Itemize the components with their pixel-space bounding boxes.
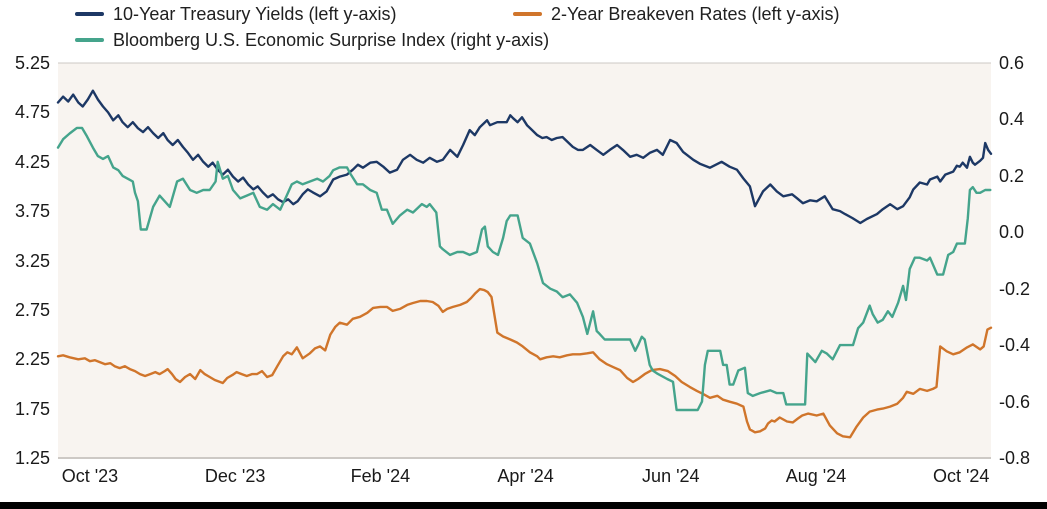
legend-line-swatch-10y-treasury-yields: [75, 12, 104, 16]
legend-label: Bloomberg U.S. Economic Surprise Index (…: [113, 30, 550, 50]
left-axis-tick-1.75: 1.75: [14, 398, 50, 419]
right-axis-tick--0.8: -0.8: [999, 448, 1031, 468]
legend-line-swatch-bloomberg-us-economic-surprise-index: [75, 38, 104, 42]
x-axis-tick-aug-24: Aug '24: [785, 466, 847, 486]
x-axis-tick-dec-23: Dec '23: [204, 466, 266, 486]
x-axis-tick-oct-23: Oct '23: [61, 466, 119, 486]
x-axis-tick-apr-24: Apr '24: [497, 466, 554, 486]
left-axis-tick-4.75: 4.75: [14, 102, 50, 123]
right-axis-tick--0.2: -0.2: [999, 278, 1031, 299]
legend-item-2y-breakeven-rates: 2-Year Breakeven Rates (left y-axis): [513, 3, 839, 25]
legend-label: 10-Year Treasury Yields (left y-axis): [113, 4, 397, 24]
plot-area: [58, 63, 991, 458]
right-axis-tick-0.0: 0.0: [999, 222, 1025, 243]
right-axis-tick--0.6: -0.6: [999, 391, 1031, 412]
legend-label: 2-Year Breakeven Rates (left y-axis): [551, 4, 840, 24]
legend-item-bloomberg-us-economic-surprise-index: Bloomberg U.S. Economic Surprise Index (…: [75, 29, 549, 51]
right-axis-tick--0.4: -0.4: [999, 335, 1031, 356]
x-axis-tick-jun-24: Jun '24: [642, 466, 700, 486]
x-axis-tick-oct-24: Oct '24: [932, 466, 990, 486]
left-axis-tick-3.75: 3.75: [14, 201, 50, 222]
series-line-2y-breakeven-rates: [56, 287, 993, 439]
series-line-bloomberg-us-economic-surprise-index: [56, 126, 992, 412]
left-axis-tick-2.75: 2.75: [14, 299, 50, 320]
right-axis-tick-0.4: 0.4: [999, 109, 1025, 130]
left-axis-tick-4.25: 4.25: [14, 151, 50, 172]
x-axis-tick-feb-24: Feb '24: [350, 466, 411, 486]
left-axis-tick-1.25: 1.25: [14, 448, 50, 468]
bottom-rule: [0, 502, 1047, 509]
legend-line-swatch-2y-breakeven-rates: [513, 12, 542, 16]
series-line-10y-treasury-yields: [56, 89, 993, 225]
right-axis-tick-0.6: 0.6: [999, 53, 1025, 73]
legend-item-10y-treasury-yields: 10-Year Treasury Yields (left y-axis): [75, 3, 396, 25]
left-axis-tick-3.25: 3.25: [14, 250, 50, 271]
left-axis-tick-5.25: 5.25: [14, 53, 50, 73]
left-axis-tick-2.25: 2.25: [14, 349, 50, 370]
right-axis-tick-0.2: 0.2: [999, 165, 1025, 186]
